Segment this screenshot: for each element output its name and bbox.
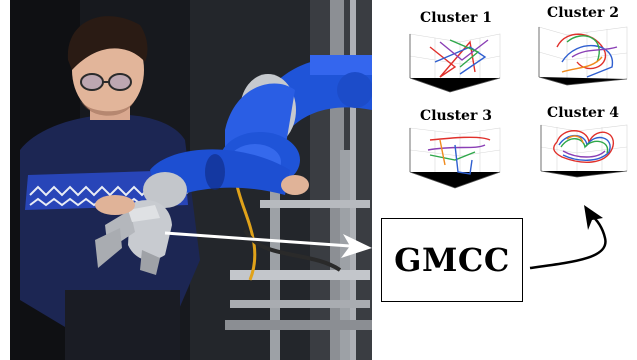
cluster-plot-4: Cluster 4	[527, 105, 637, 189]
curved-arrow-icon	[529, 205, 607, 270]
cluster-2-trajectories	[538, 26, 628, 86]
gmcc-label: GMCC	[394, 241, 510, 279]
cluster-2-title: Cluster 2	[547, 5, 619, 21]
cluster-4-trajectories	[540, 124, 628, 178]
cluster-1-title: Cluster 1	[420, 10, 492, 26]
cluster-3-title: Cluster 3	[420, 108, 492, 124]
cluster-1-trajectories	[409, 33, 501, 93]
robot-demo-photo	[10, 0, 372, 360]
cluster-4-title: Cluster 4	[547, 105, 619, 121]
cluster-3-trajectories	[409, 127, 501, 189]
gmcc-box: GMCC	[381, 218, 523, 302]
cluster-plot-2: Cluster 2	[527, 5, 637, 89]
cluster-plot-1: Cluster 1	[400, 10, 512, 94]
cluster-plot-3: Cluster 3	[400, 108, 512, 192]
